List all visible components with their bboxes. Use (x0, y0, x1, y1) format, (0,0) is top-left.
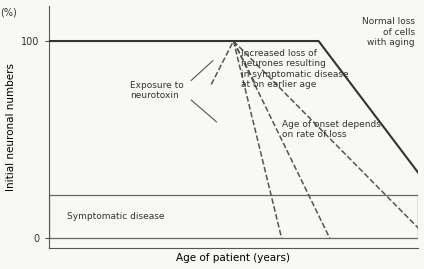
Text: Exposure to
neurotoxin: Exposure to neurotoxin (130, 81, 184, 100)
Text: Symptomatic disease: Symptomatic disease (67, 212, 165, 221)
Text: Age of onset depends
on rate of loss: Age of onset depends on rate of loss (282, 120, 380, 139)
Bar (48, 195, 418, 238)
Text: Normal loss
of cells
with aging: Normal loss of cells with aging (362, 17, 415, 47)
Text: (%): (%) (0, 8, 17, 17)
X-axis label: Age of patient (years): Age of patient (years) (176, 253, 290, 263)
Y-axis label: Initial neuronal numbers: Initial neuronal numbers (6, 63, 16, 191)
Text: Increased loss of
neurones resulting
in symptomatic disease
at on earlier age: Increased loss of neurones resulting in … (241, 49, 349, 89)
